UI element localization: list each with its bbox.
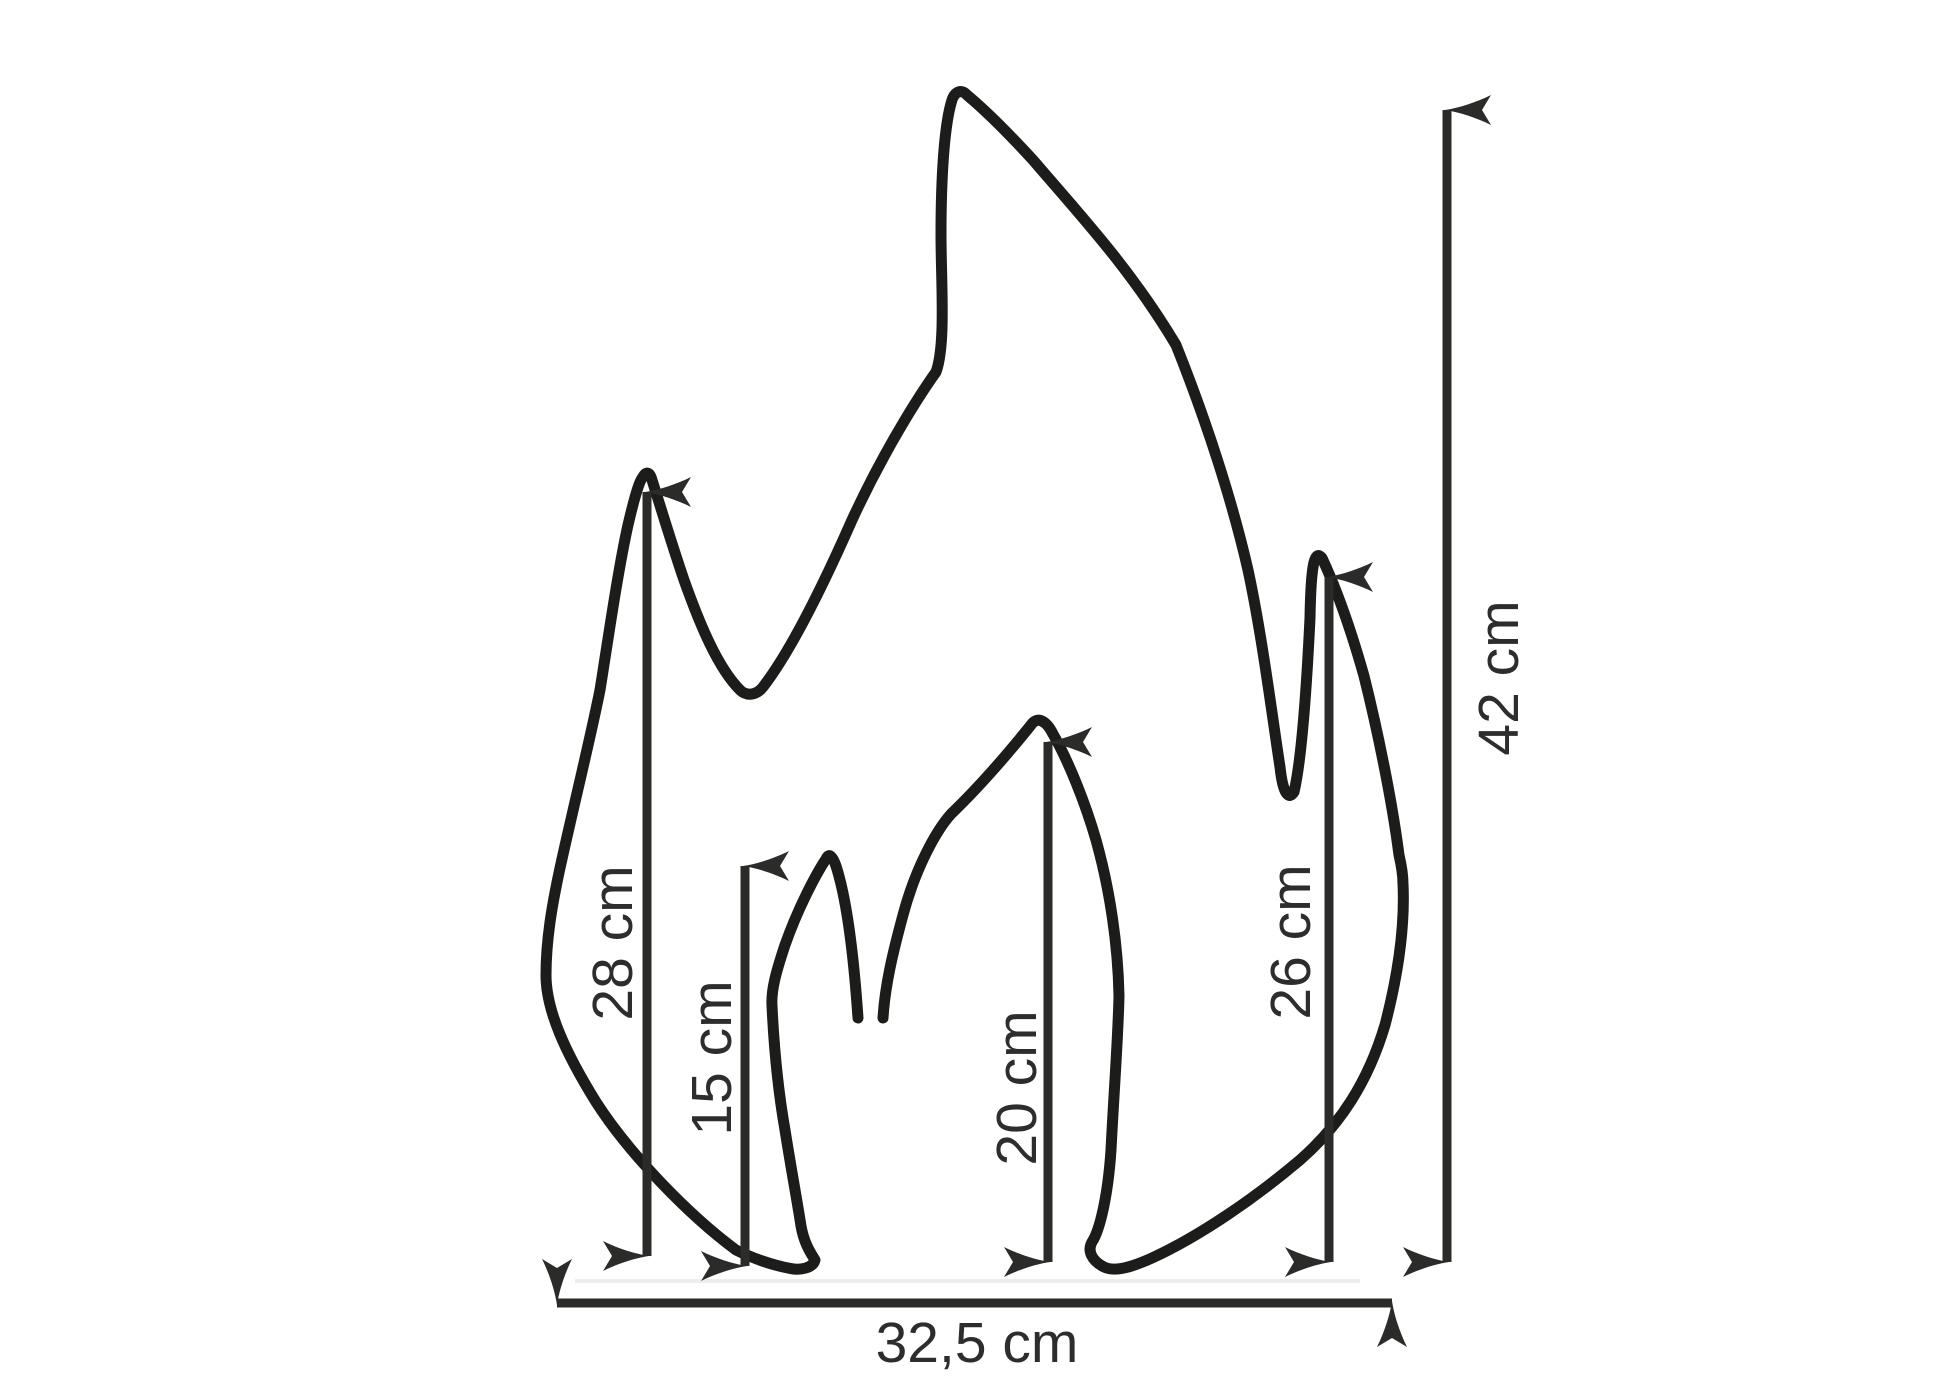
dimension-labels: 28 cm 15 cm 20 cm 26 cm 42 cm 32,5 cm xyxy=(581,600,1531,1375)
pattern-bottom-shadow-line xyxy=(575,1279,1360,1283)
flame-outline xyxy=(540,86,1409,1275)
dimension-label-26cm: 26 cm xyxy=(1259,864,1323,1019)
dimension-label-width-32-5cm: 32,5 cm xyxy=(876,1311,1079,1375)
dimension-arrows xyxy=(542,94,1491,1347)
dimension-label-42cm: 42 cm xyxy=(1467,600,1531,755)
dimension-label-15cm: 15 cm xyxy=(680,980,744,1135)
dimension-label-28cm: 28 cm xyxy=(581,865,645,1020)
dimension-label-20cm: 20 cm xyxy=(985,1010,1049,1165)
